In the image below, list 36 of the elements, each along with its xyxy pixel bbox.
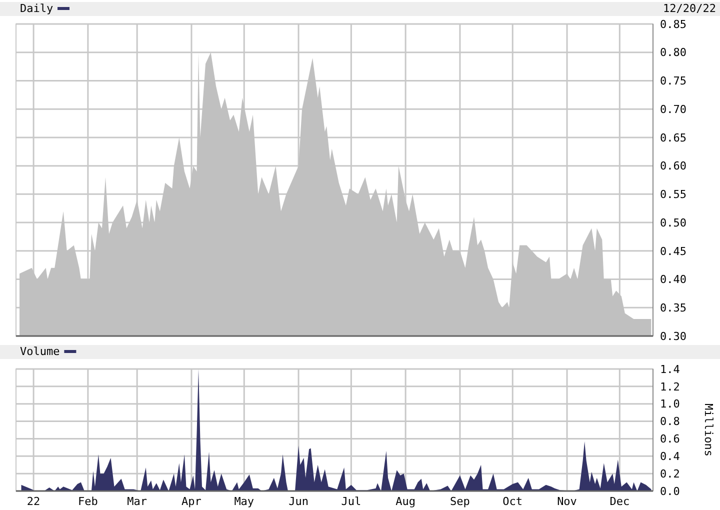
y-axis-title: Millions [702, 404, 715, 456]
x-tick-label: May [234, 495, 254, 508]
text: 12/20/22 [663, 2, 716, 15]
x-tick-label: Feb [78, 495, 98, 508]
x-tick-label: Oct [502, 495, 523, 508]
y-tick-label: 0.35 [660, 301, 686, 314]
y-tick-label: 0.40 [660, 273, 686, 286]
y-tick-label: 1.2 [660, 380, 680, 394]
y-tick-label: 0.45 [660, 244, 686, 258]
x-tick-label: Sep [450, 495, 470, 508]
y-tick-label: 0.0 [660, 484, 680, 498]
x-tick-label: Dec [610, 495, 630, 508]
y-tick-label: 0.4 [660, 450, 680, 463]
y-tick-label: 0.8 [660, 415, 680, 428]
x-tick-label: Jul [341, 495, 362, 508]
y-tick-label: 0.70 [660, 102, 686, 116]
x-tick-label: 22 [26, 495, 40, 508]
y-tick-label: 0.30 [660, 330, 686, 343]
y-tick-label: 1.0 [660, 398, 680, 411]
y-tick-label: 0.80 [660, 46, 686, 60]
y-tick-label: 0.60 [660, 160, 686, 173]
x-tick-label: Mar [127, 495, 148, 508]
y-tick-label: 1.4 [660, 362, 680, 376]
x-tick-label: Nov [557, 495, 578, 508]
x-tick-label: Aug [396, 495, 416, 508]
y-tick-label: 0.2 [660, 467, 680, 480]
y-tick-label: 0.6 [660, 432, 680, 446]
x-tick-label: Jun [288, 495, 308, 508]
x-tick-label: Apr [182, 495, 202, 508]
y-tick-label: 0.50 [660, 216, 686, 230]
legend-label: Volume [20, 345, 60, 358]
text: Daily [20, 2, 54, 15]
y-tick-label: 0.55 [660, 188, 686, 202]
y-tick-label: 0.65 [660, 131, 686, 144]
y-tick-label: 0.85 [660, 18, 686, 31]
y-tick-label: 0.75 [660, 74, 686, 88]
